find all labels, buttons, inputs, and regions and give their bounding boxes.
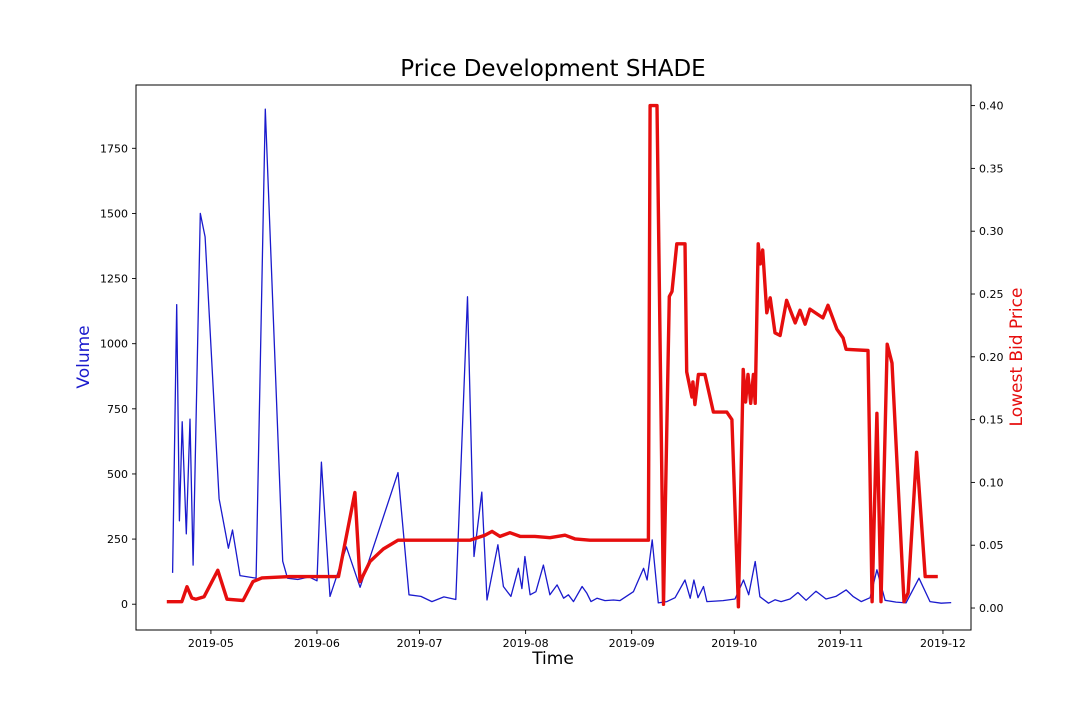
- x-tick-label: 2019-11: [817, 637, 863, 650]
- price-tick-label: 0.20: [979, 351, 1004, 364]
- x-tick-label: 2019-07: [397, 637, 443, 650]
- volume-tick-label: 0: [121, 598, 128, 611]
- price-tick-label: 0.30: [979, 225, 1004, 238]
- volume-tick-label: 1750: [100, 142, 128, 155]
- price-line: [166, 103, 938, 609]
- x-tick-label: 2019-05: [188, 637, 234, 650]
- x-tick-label: 2019-08: [503, 637, 549, 650]
- left-y-axis-label: Volume: [74, 325, 94, 389]
- volume-line: [171, 108, 952, 604]
- price-tick-label: 0.10: [979, 476, 1004, 489]
- plot-border: [135, 84, 972, 631]
- volume-tick-label: 500: [107, 468, 128, 481]
- price-tick-label: 0.35: [979, 162, 1004, 175]
- price-tick-label: 0.00: [979, 602, 1004, 615]
- x-tick-label: 2019-12: [920, 637, 966, 650]
- volume-tick-label: 1250: [100, 273, 128, 286]
- price-tick-label: 0.15: [979, 414, 1004, 427]
- price-tick-label: 0.25: [979, 288, 1004, 301]
- volume-tick-label: 1500: [100, 207, 128, 220]
- chart-title: Price Development SHADE: [400, 56, 706, 82]
- volume-tick-label: 1000: [100, 338, 128, 351]
- x-tick-label: 2019-10: [711, 637, 757, 650]
- x-tick-label: 2019-06: [294, 637, 340, 650]
- price-tick-label: 0.40: [979, 100, 1004, 113]
- right-y-axis-label: Lowest Bid Price: [1007, 287, 1027, 427]
- x-tick-label: 2019-09: [609, 637, 655, 650]
- price-tick-label: 0.05: [979, 539, 1004, 552]
- x-axis-label: Time: [532, 649, 574, 669]
- volume-tick-label: 750: [107, 403, 128, 416]
- volume-tick-label: 250: [107, 533, 128, 546]
